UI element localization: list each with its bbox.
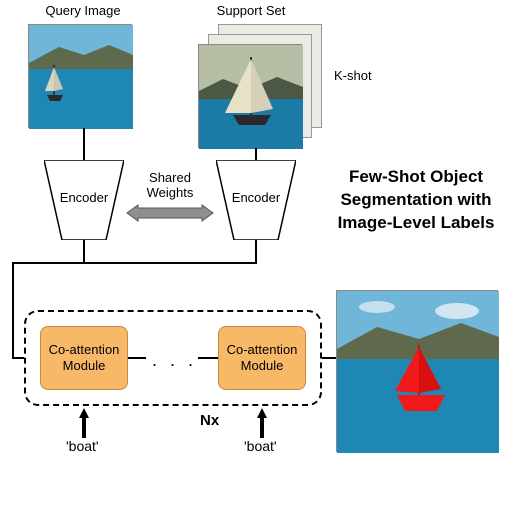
ellipsis-icon: . . .: [152, 350, 197, 371]
arrow-up-n: [256, 408, 268, 438]
conn-left-v: [12, 262, 14, 358]
shared-weights-arrow: [126, 204, 214, 222]
conn-enc1-v: [83, 240, 85, 262]
query-image-label: Query Image: [38, 3, 128, 18]
conn-mod-right: [198, 357, 218, 359]
boat-label-n: 'boat': [244, 438, 277, 454]
boat-label-1: 'boat': [66, 438, 99, 454]
conn-mod-left: [128, 357, 146, 359]
arrow-up-1: [78, 408, 90, 438]
diagram-title: Few-Shot Object Segmentation with Image-…: [326, 166, 506, 235]
nx-label: Nx: [200, 412, 219, 429]
conn-join-h: [12, 262, 257, 264]
support-set-label: Support Set: [206, 3, 296, 18]
support-image: [198, 44, 302, 148]
connector-query-img-enc: [83, 128, 85, 160]
shared-weights-label: Shared Weights: [134, 170, 206, 200]
query-image: [28, 24, 132, 128]
conn-enc2-v: [255, 240, 257, 262]
kshot-label: K-shot: [334, 68, 372, 83]
conn-out-h: [322, 357, 336, 359]
coattention-module-1: Co-attention Module: [40, 326, 128, 390]
encoder-query-label: Encoder: [56, 190, 112, 205]
result-image: [336, 290, 498, 452]
encoder-support-label: Encoder: [228, 190, 284, 205]
connector-support-img-enc: [255, 148, 257, 160]
coattention-module-n: Co-attention Module: [218, 326, 306, 390]
conn-into-box: [12, 357, 24, 359]
